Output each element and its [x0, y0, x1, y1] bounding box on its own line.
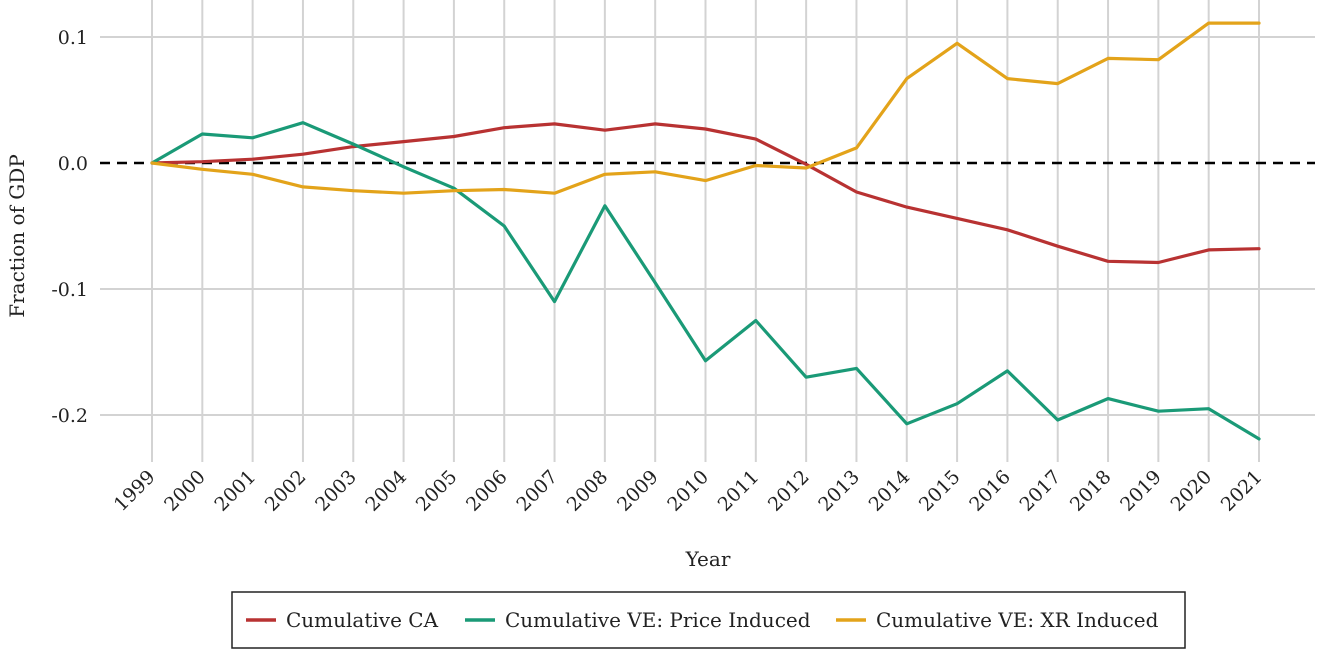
legend-entries: Cumulative CA Cumulative VE: Price Induce…: [246, 608, 1159, 632]
x-tick-label-2011: 2011: [714, 466, 764, 516]
y-tick-label: -0.1: [51, 279, 88, 301]
x-tick-label-2005: 2005: [412, 466, 462, 516]
x-tick-label-2008: 2008: [563, 466, 613, 516]
legend: Cumulative CA Cumulative VE: Price Induce…: [231, 591, 1186, 649]
y-tick-label: 0.1: [58, 27, 88, 49]
x-tick-label-2001: 2001: [210, 466, 260, 516]
x-tick-label-2009: 2009: [613, 466, 663, 516]
x-axis-label: Year: [685, 547, 731, 571]
x-tick-label-2017: 2017: [1016, 466, 1066, 516]
x-tick-label-2014: 2014: [865, 466, 915, 516]
legend-label: Cumulative VE: XR Induced: [876, 608, 1159, 632]
y-axis-ticks: 0.1 0.0 -0.1 -0.2: [51, 27, 88, 427]
x-tick-label-2015: 2015: [915, 466, 965, 516]
x-tick-label-2010: 2010: [663, 466, 713, 516]
series-line-cumulative-ca: [150, 122, 1261, 265]
x-tick-label-2003: 2003: [311, 466, 361, 516]
x-tick-label-2021: 2021: [1217, 466, 1267, 516]
x-tick-label-2013: 2013: [814, 466, 864, 516]
x-tick-label-2016: 2016: [965, 466, 1015, 516]
series-lines: [150, 21, 1261, 441]
x-tick-label-2000: 2000: [160, 466, 210, 516]
y-axis-label: Fraction of GDP: [5, 154, 29, 318]
series-line-cumulative-ve-price-induced: [150, 121, 1261, 441]
grid-lines: [100, 0, 1315, 462]
legend-box: [231, 591, 1186, 649]
x-tick-label-2020: 2020: [1166, 466, 1216, 516]
x-tick-label-2004: 2004: [361, 466, 411, 516]
y-tick-label: -0.2: [51, 405, 88, 427]
x-tick-label-2018: 2018: [1066, 466, 1116, 516]
x-tick-label-2002: 2002: [261, 466, 311, 516]
legend-label: Cumulative CA: [286, 608, 439, 632]
x-tick-label-2012: 2012: [764, 466, 814, 516]
x-tick-label-1999: 1999: [110, 466, 160, 516]
x-tick-label-2007: 2007: [512, 466, 562, 516]
series-line-cumulative-ve-xr-induced: [150, 21, 1261, 195]
x-axis-ticks: 1999 2000 2001 2002 2003 2004 2005 2006 2007 2008…: [110, 466, 1267, 516]
y-tick-label: 0.0: [58, 153, 88, 175]
legend-label: Cumulative VE: Price Induced: [505, 608, 811, 632]
x-tick-label-2019: 2019: [1116, 466, 1166, 516]
x-tick-label-2006: 2006: [462, 466, 512, 516]
